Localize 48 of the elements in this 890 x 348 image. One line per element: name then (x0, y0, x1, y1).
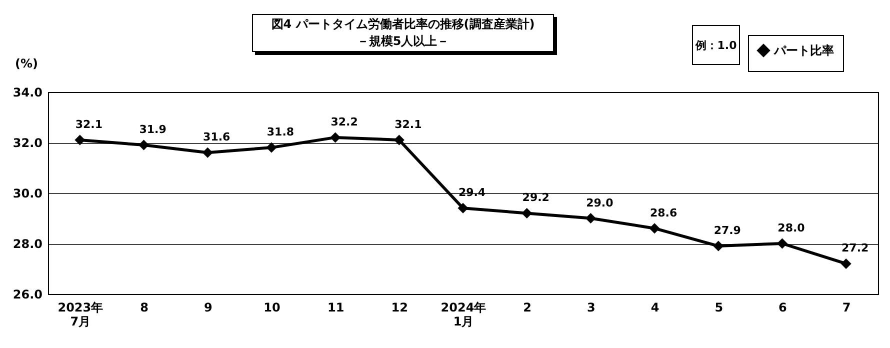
data-label: 28.0 (778, 222, 806, 234)
point (649, 223, 660, 234)
chart-title: 図4 パートタイム労働者比率の推移(調査産業計) (270, 16, 536, 33)
x-tick-label: 4 (650, 300, 660, 314)
x-tick-label: 6 (778, 300, 787, 314)
data-label: 31.6 (203, 130, 231, 144)
data-label: 31.9 (139, 123, 166, 136)
point (330, 132, 341, 143)
y-tick-label: 28.0 (12, 237, 42, 251)
x-tick-label: 2 (523, 300, 532, 314)
x-tick-label: 8 (140, 300, 148, 314)
y-axis-title: (%) (15, 56, 38, 70)
x-tick-label: 9 (204, 300, 212, 314)
y-tick-label: 34.0 (12, 86, 42, 100)
x-tick-label: 7 (842, 300, 851, 314)
text: 例：1.0 (692, 25, 740, 65)
x-tick-label: 11 (327, 300, 344, 314)
point (776, 238, 788, 249)
y-tick-label: 32.0 (12, 136, 42, 150)
point (522, 208, 532, 218)
point (713, 240, 724, 252)
point (202, 147, 213, 158)
data-label: 32.1 (394, 118, 422, 131)
data-label: 32.1 (75, 118, 102, 131)
point (585, 213, 596, 224)
point (138, 140, 150, 150)
data-label: 28.6 (650, 206, 678, 220)
point (394, 134, 404, 146)
point (266, 142, 277, 153)
x-tick-label: 5 (714, 300, 724, 314)
chart-subtitle: －規模5人以上－ (356, 33, 450, 50)
data-label: 27.9 (714, 224, 741, 238)
x-tick-label: 2024年 1月 (440, 300, 486, 328)
x-tick-label: 2023年 7月 (58, 300, 104, 328)
data-label: 29.0 (586, 196, 614, 210)
x-tick-label: 10 (264, 300, 280, 314)
point (74, 134, 86, 146)
data-label: 27.2 (842, 242, 869, 255)
x-tick-label: 12 (391, 300, 408, 314)
data-label: 29.2 (522, 191, 550, 204)
data-label: 31.8 (266, 126, 294, 139)
point (458, 202, 468, 214)
data-label: 32.2 (330, 115, 358, 128)
y-tick-label: 30.0 (12, 186, 42, 200)
legend-label: パート比率 (773, 44, 834, 58)
x-tick-label: 3 (587, 300, 596, 314)
y-tick-label: 26.0 (12, 288, 42, 302)
point (840, 258, 852, 269)
